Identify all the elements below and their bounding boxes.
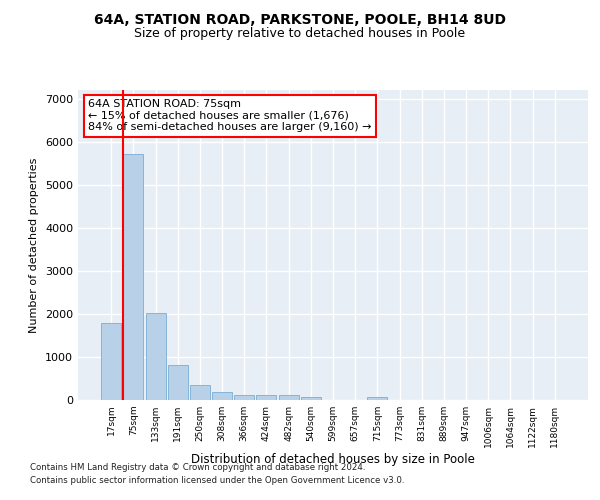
Text: 64A, STATION ROAD, PARKSTONE, POOLE, BH14 8UD: 64A, STATION ROAD, PARKSTONE, POOLE, BH1… bbox=[94, 12, 506, 26]
Bar bbox=[301, 397, 321, 400]
Text: Contains HM Land Registry data © Crown copyright and database right 2024.: Contains HM Land Registry data © Crown c… bbox=[30, 462, 365, 471]
Bar bbox=[234, 396, 254, 400]
Text: Contains public sector information licensed under the Open Government Licence v3: Contains public sector information licen… bbox=[30, 476, 404, 485]
Y-axis label: Number of detached properties: Number of detached properties bbox=[29, 158, 40, 332]
Bar bbox=[124, 154, 143, 400]
Bar bbox=[256, 396, 277, 400]
Bar bbox=[278, 396, 299, 400]
Text: 64A STATION ROAD: 75sqm
← 15% of detached houses are smaller (1,676)
84% of semi: 64A STATION ROAD: 75sqm ← 15% of detache… bbox=[88, 100, 372, 132]
Bar bbox=[101, 322, 121, 400]
X-axis label: Distribution of detached houses by size in Poole: Distribution of detached houses by size … bbox=[191, 452, 475, 466]
Bar bbox=[367, 397, 388, 400]
Bar bbox=[190, 386, 210, 400]
Bar bbox=[212, 392, 232, 400]
Bar bbox=[168, 365, 188, 400]
Text: Size of property relative to detached houses in Poole: Size of property relative to detached ho… bbox=[134, 28, 466, 40]
Bar bbox=[146, 313, 166, 400]
